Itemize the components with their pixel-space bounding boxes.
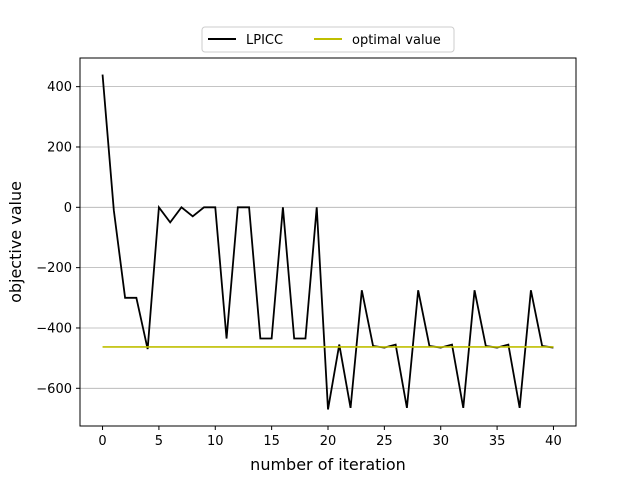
y-tick-label: −400 — [36, 321, 72, 336]
legend: LPICC optimal value — [201, 26, 455, 53]
x-axis-label: number of iteration — [250, 455, 406, 474]
y-axis-ticks: −600 −400 −200 0 200 400 — [36, 80, 80, 397]
x-tick-label: 25 — [376, 434, 393, 449]
y-tick-label: 0 — [64, 201, 72, 216]
y-tick-label: −200 — [36, 261, 72, 276]
x-tick-label: 5 — [155, 434, 163, 449]
x-tick-label: 30 — [432, 434, 449, 449]
y-tick-label: 200 — [47, 140, 72, 155]
y-tick-label: −600 — [36, 382, 72, 397]
x-tick-label: 0 — [98, 434, 106, 449]
x-axis-ticks: 0 5 10 15 20 25 30 35 40 — [98, 426, 562, 449]
series-lines — [101, 74, 554, 410]
x-tick-label: 35 — [489, 434, 506, 449]
x-tick-label: 40 — [545, 434, 562, 449]
x-tick-label: 15 — [263, 434, 280, 449]
legend-label-optimal-value: optimal value — [352, 33, 441, 48]
grid-lines — [80, 86, 576, 389]
plot-frame — [79, 57, 577, 427]
y-tick-label: 400 — [47, 80, 72, 95]
x-tick-label: 10 — [207, 434, 224, 449]
y-axis-label: objective value — [6, 181, 25, 303]
legend-label-lpicc: LPICC — [246, 33, 283, 48]
x-tick-label: 20 — [320, 434, 337, 449]
series-line-lpicc — [101, 74, 554, 410]
